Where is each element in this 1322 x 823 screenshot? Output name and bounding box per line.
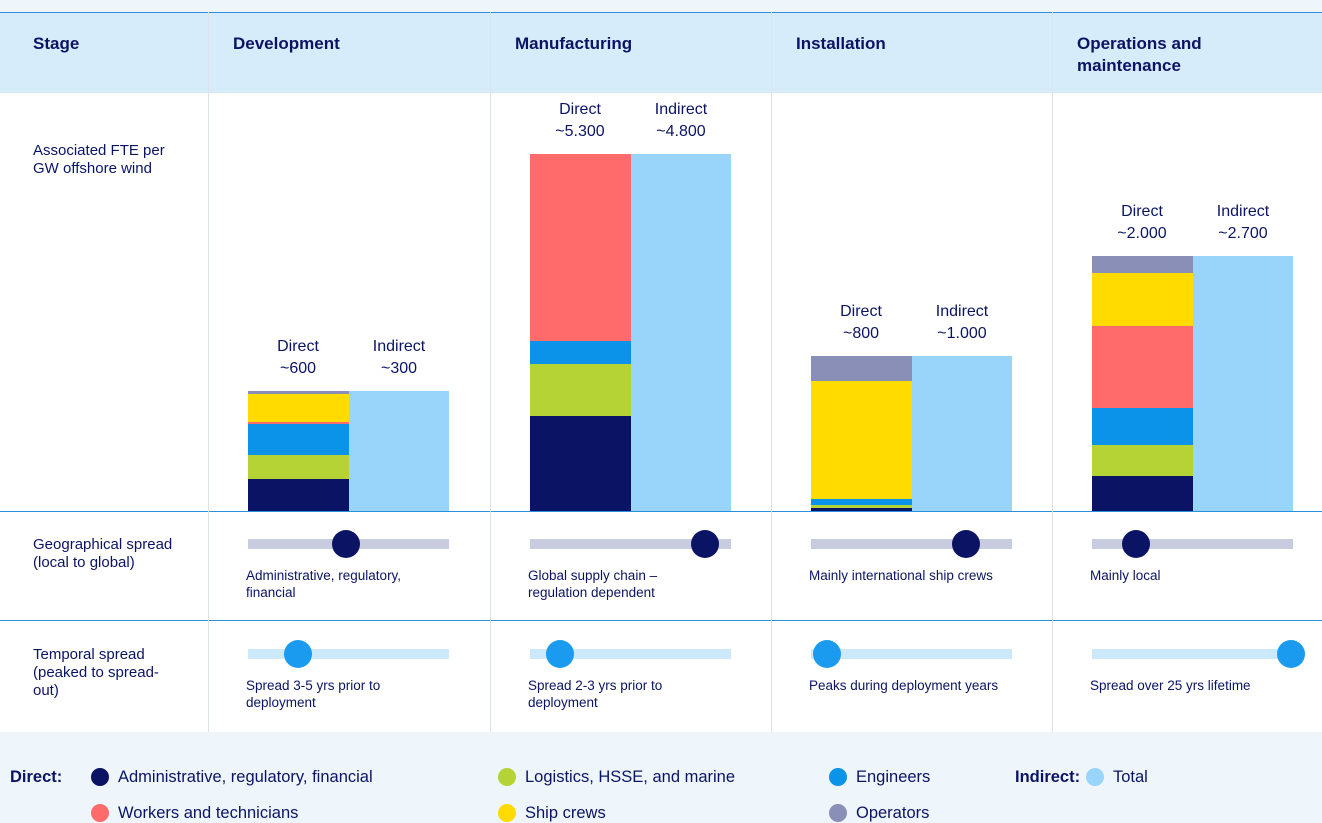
spread-text: Global supply chain – regulation depende… (528, 568, 658, 600)
spread-text: Spread 2-3 yrs prior to deployment (528, 678, 663, 710)
bar-label: Indirect (372, 337, 426, 355)
bar-segment (248, 455, 349, 479)
slider-track (1092, 649, 1293, 659)
bar-segment (1092, 272, 1193, 327)
legend-dot (498, 768, 516, 786)
spread-text: Peaks during deployment years (809, 678, 999, 693)
column-divider (1052, 12, 1053, 732)
bar (1193, 256, 1293, 511)
spread-text: Mainly local (1090, 568, 1161, 583)
legend-label: Workers and technicians (118, 804, 299, 822)
row-label: Temporal spread (peaked to spread-out) (33, 646, 159, 699)
header-cell: Development (233, 34, 340, 53)
bar-value-label: ~1.000 (937, 325, 987, 343)
legend-label: Administrative, regulatory, financial (118, 768, 373, 786)
bar-segment (248, 478, 349, 511)
bar-label: Direct (840, 303, 882, 321)
legend-title: Indirect: (1015, 768, 1081, 786)
header-cell: Stage (33, 34, 80, 53)
legend-dot (1086, 768, 1104, 786)
legend-label: Ship crews (525, 804, 606, 822)
bar-value-label: ~2.700 (1218, 225, 1268, 243)
legend-title: Direct: (10, 768, 63, 786)
row-label: Geographical spread (local to global) (33, 536, 173, 571)
row-label: Associated FTE per GW offshore wind (33, 142, 165, 177)
bar-value-label: ~4.800 (656, 123, 706, 141)
slider-knob (813, 640, 842, 668)
bar-segment (811, 508, 912, 511)
slider-track (1092, 539, 1293, 549)
column-divider (208, 12, 209, 732)
bar-label: Indirect (1216, 203, 1270, 221)
bar-label: Direct (559, 101, 601, 119)
column-divider (490, 12, 491, 732)
bar-value-label: ~600 (279, 359, 317, 377)
spread-text: Spread over 25 yrs lifetime (1090, 678, 1251, 693)
bar-segment (530, 341, 631, 365)
spread-text: Mainly international ship crews (809, 568, 993, 583)
header-cell: Installation (796, 34, 886, 53)
legend-label: Logistics, HSSE, and marine (525, 768, 736, 786)
slider-track (811, 539, 1012, 549)
bar-segment (1092, 475, 1193, 511)
bar-segment (1092, 445, 1193, 476)
row-line (0, 511, 1322, 512)
slider-knob (546, 640, 575, 668)
bar-value-label: ~5.300 (555, 123, 605, 141)
bar-label: Direct (1121, 203, 1163, 221)
bar-segment (248, 421, 349, 425)
bar-label: Indirect (935, 303, 989, 321)
bar-segment (530, 154, 631, 342)
bar-value-label: ~300 (380, 359, 418, 377)
slider-knob (284, 640, 313, 668)
bar-segment (1092, 407, 1193, 446)
slider-track (248, 649, 449, 659)
bar-segment (530, 364, 631, 417)
bar-segment (248, 424, 349, 456)
bar-segment (530, 416, 631, 511)
bar-segment (811, 356, 912, 382)
slider-knob (1122, 530, 1151, 558)
legend-dot (829, 768, 847, 786)
bar-segment (811, 499, 912, 506)
bar-segment (1092, 256, 1193, 273)
legend-dot (498, 804, 516, 822)
slider-track (811, 649, 1012, 659)
header-row (0, 12, 1322, 94)
slider-knob (690, 530, 719, 558)
bar (631, 154, 731, 511)
bar-label: Direct (277, 337, 319, 355)
header-cell: Manufacturing (515, 34, 633, 53)
bar-segment (248, 394, 349, 422)
slider-track (530, 649, 731, 659)
bar-segment (1092, 326, 1193, 408)
column-divider (771, 12, 772, 732)
bar-segment (811, 505, 912, 509)
spread-text: Administrative, regulatory, financial (246, 568, 402, 600)
bar-value-label: ~2.000 (1117, 225, 1167, 243)
bar (912, 356, 1012, 511)
legend-dot (91, 804, 109, 822)
legend-dot (829, 804, 847, 822)
bar-label: Indirect (654, 101, 708, 119)
bar (349, 390, 449, 511)
legend-label: Engineers (856, 768, 931, 786)
bar-value-label: ~800 (842, 325, 880, 343)
legend-label: Operators (856, 804, 930, 822)
bar-segment (811, 381, 912, 500)
legend-label: Total (1113, 768, 1148, 786)
legend-dot (91, 768, 109, 786)
slider-knob (332, 530, 361, 558)
slider-knob (951, 530, 980, 558)
slider-knob (1276, 640, 1305, 668)
row-line (0, 620, 1322, 621)
slider-track (530, 539, 731, 549)
header-cell: Operations and maintenance (1077, 34, 1202, 75)
spread-text: Spread 3-5 yrs prior to deployment (246, 678, 381, 710)
bar-segment (248, 390, 349, 395)
